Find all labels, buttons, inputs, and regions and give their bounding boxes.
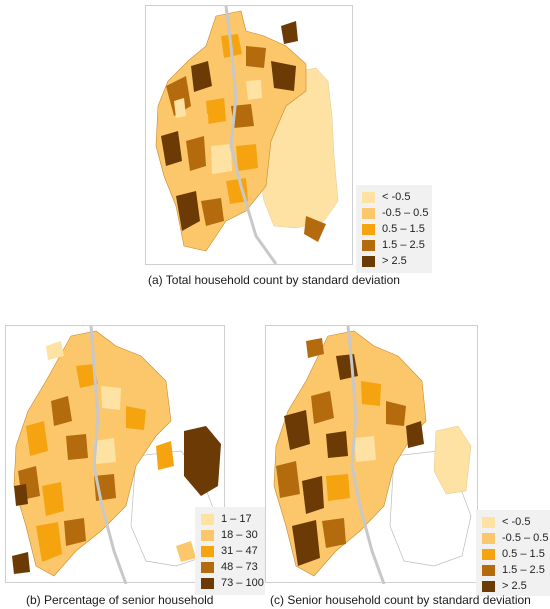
legend-label: < -0.5 <box>502 516 531 528</box>
region-body-b <box>13 330 172 577</box>
tract-mosaic-a <box>161 21 326 242</box>
legend-item: > 2.5 <box>362 253 426 269</box>
legend-label: 31 – 47 <box>221 545 258 557</box>
legend-label: -0.5 – 0.5 <box>382 207 429 219</box>
legend-swatch <box>201 577 214 589</box>
map-frame-c <box>265 325 478 584</box>
legend-item: 1.5 – 2.5 <box>362 237 426 253</box>
legend-swatch <box>362 207 375 219</box>
map-frame-a <box>145 5 353 265</box>
legend-swatch <box>482 548 495 560</box>
legend-label: 0.5 – 1.5 <box>502 548 545 560</box>
tract-mosaic-b <box>12 341 174 574</box>
caption-a: (a) Total household count by standard de… <box>148 273 400 287</box>
legend-item: 73 – 100 <box>201 575 264 591</box>
choropleth-map-a <box>155 6 339 265</box>
legend-swatch <box>482 532 495 544</box>
legend-item: < -0.5 <box>362 189 426 205</box>
legend-item: 1 – 17 <box>201 511 259 527</box>
caption-c: (c) Senior household count by standard d… <box>270 593 531 607</box>
legend-c: < -0.5 -0.5 – 0.5 0.5 – 1.5 1.5 – 2.5 > … <box>476 510 550 596</box>
legend-swatch <box>201 545 214 557</box>
legend-label: -0.5 – 0.5 <box>502 532 549 544</box>
legend-swatch <box>201 561 214 573</box>
legend-item: 18 – 30 <box>201 527 259 543</box>
highway-a <box>224 6 278 265</box>
legend-label: 48 – 73 <box>221 561 258 573</box>
legend-label: 1.5 – 2.5 <box>382 239 425 251</box>
legend-swatch <box>482 564 495 576</box>
legend-item: 31 – 47 <box>201 543 259 559</box>
legend-swatch <box>201 529 214 541</box>
legend-item: -0.5 – 0.5 <box>362 205 429 221</box>
legend-item: < -0.5 <box>482 514 544 530</box>
caption-b: (b) Percentage of senior household <box>26 593 214 607</box>
legend-item: 0.5 – 1.5 <box>482 546 545 562</box>
legend-label: 1 – 17 <box>221 513 252 525</box>
map-frame-b <box>5 325 225 584</box>
legend-swatch <box>201 513 214 525</box>
legend-label: 0.5 – 1.5 <box>382 223 425 235</box>
legend-swatch <box>482 580 495 592</box>
legend-item: 0.5 – 1.5 <box>362 221 426 237</box>
region-east-c <box>433 425 472 495</box>
legend-label: > 2.5 <box>382 255 407 267</box>
legend-a: < -0.5 -0.5 – 0.5 0.5 – 1.5 1.5 – 2.5 > … <box>356 185 432 273</box>
highway-b <box>89 326 128 584</box>
legend-item: -0.5 – 0.5 <box>482 530 548 546</box>
region-east-dark-b <box>184 426 221 496</box>
legend-label: 73 – 100 <box>221 577 264 589</box>
legend-label: > 2.5 <box>502 580 527 592</box>
legend-b: 1 – 17 18 – 30 31 – 47 48 – 73 73 – 100 <box>195 507 265 595</box>
legend-item: 48 – 73 <box>201 559 259 575</box>
legend-swatch <box>362 255 375 267</box>
legend-swatch <box>362 239 375 251</box>
region-small-b <box>176 541 196 562</box>
tract-mosaic-c <box>276 338 424 566</box>
legend-label: < -0.5 <box>382 191 411 203</box>
legend-swatch <box>362 223 375 235</box>
legend-label: 18 – 30 <box>221 529 258 541</box>
legend-swatch <box>362 191 375 203</box>
highway-c <box>346 326 386 584</box>
legend-label: 1.5 – 2.5 <box>502 564 545 576</box>
legend-item: 1.5 – 2.5 <box>482 562 545 578</box>
choropleth-map-c <box>273 326 472 584</box>
choropleth-map-b <box>12 326 221 584</box>
legend-item: > 2.5 <box>482 578 544 594</box>
legend-swatch <box>482 516 495 528</box>
region-body-c <box>273 330 427 577</box>
